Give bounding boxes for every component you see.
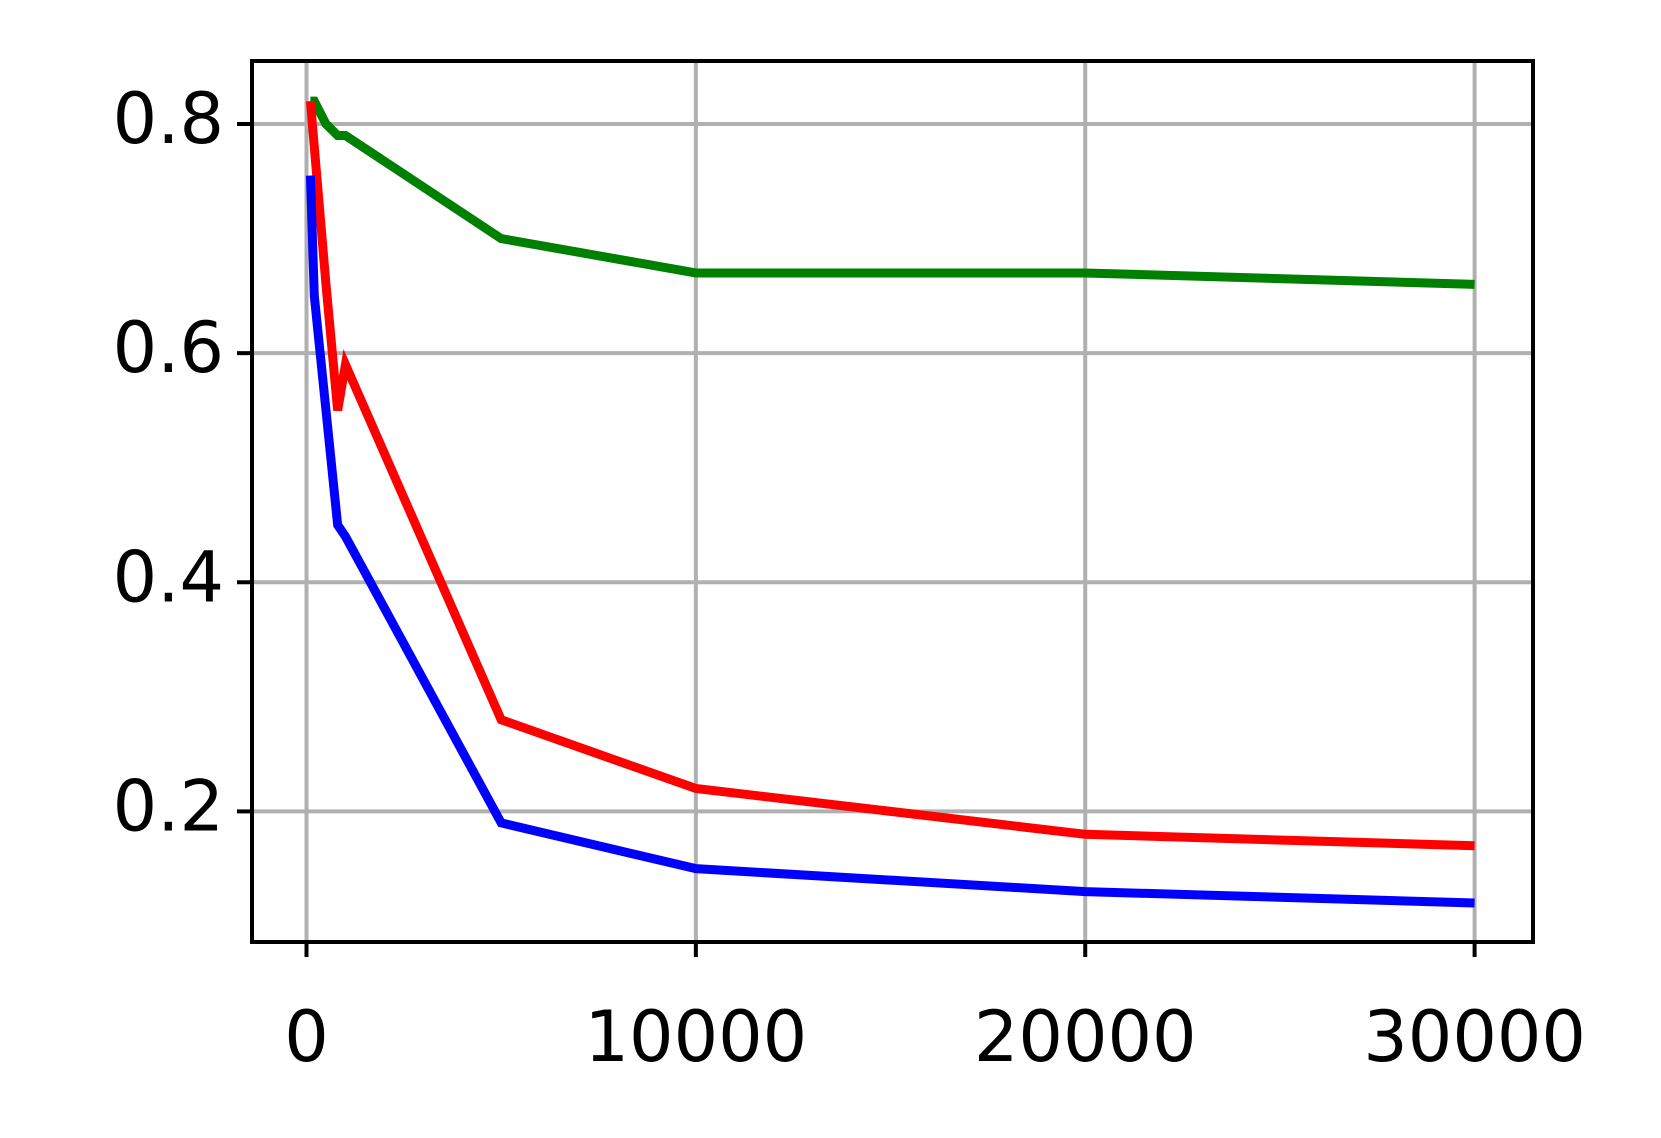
y-tick-label: 0.2 bbox=[113, 765, 224, 847]
x-tick-label: 30000 bbox=[1363, 996, 1586, 1078]
series-line bbox=[310, 96, 1475, 289]
y-tick-label: 0.8 bbox=[113, 78, 224, 160]
x-tick-label: 10000 bbox=[585, 996, 808, 1078]
plot-frame bbox=[250, 59, 1535, 944]
y-tick-label: 0.4 bbox=[113, 536, 224, 618]
series-line bbox=[305, 100, 1475, 851]
x-tick-label: 0 bbox=[284, 996, 329, 1078]
y-tick-label: 0.6 bbox=[113, 307, 224, 389]
series-line bbox=[305, 175, 1475, 908]
x-tick-label: 20000 bbox=[974, 996, 1197, 1078]
